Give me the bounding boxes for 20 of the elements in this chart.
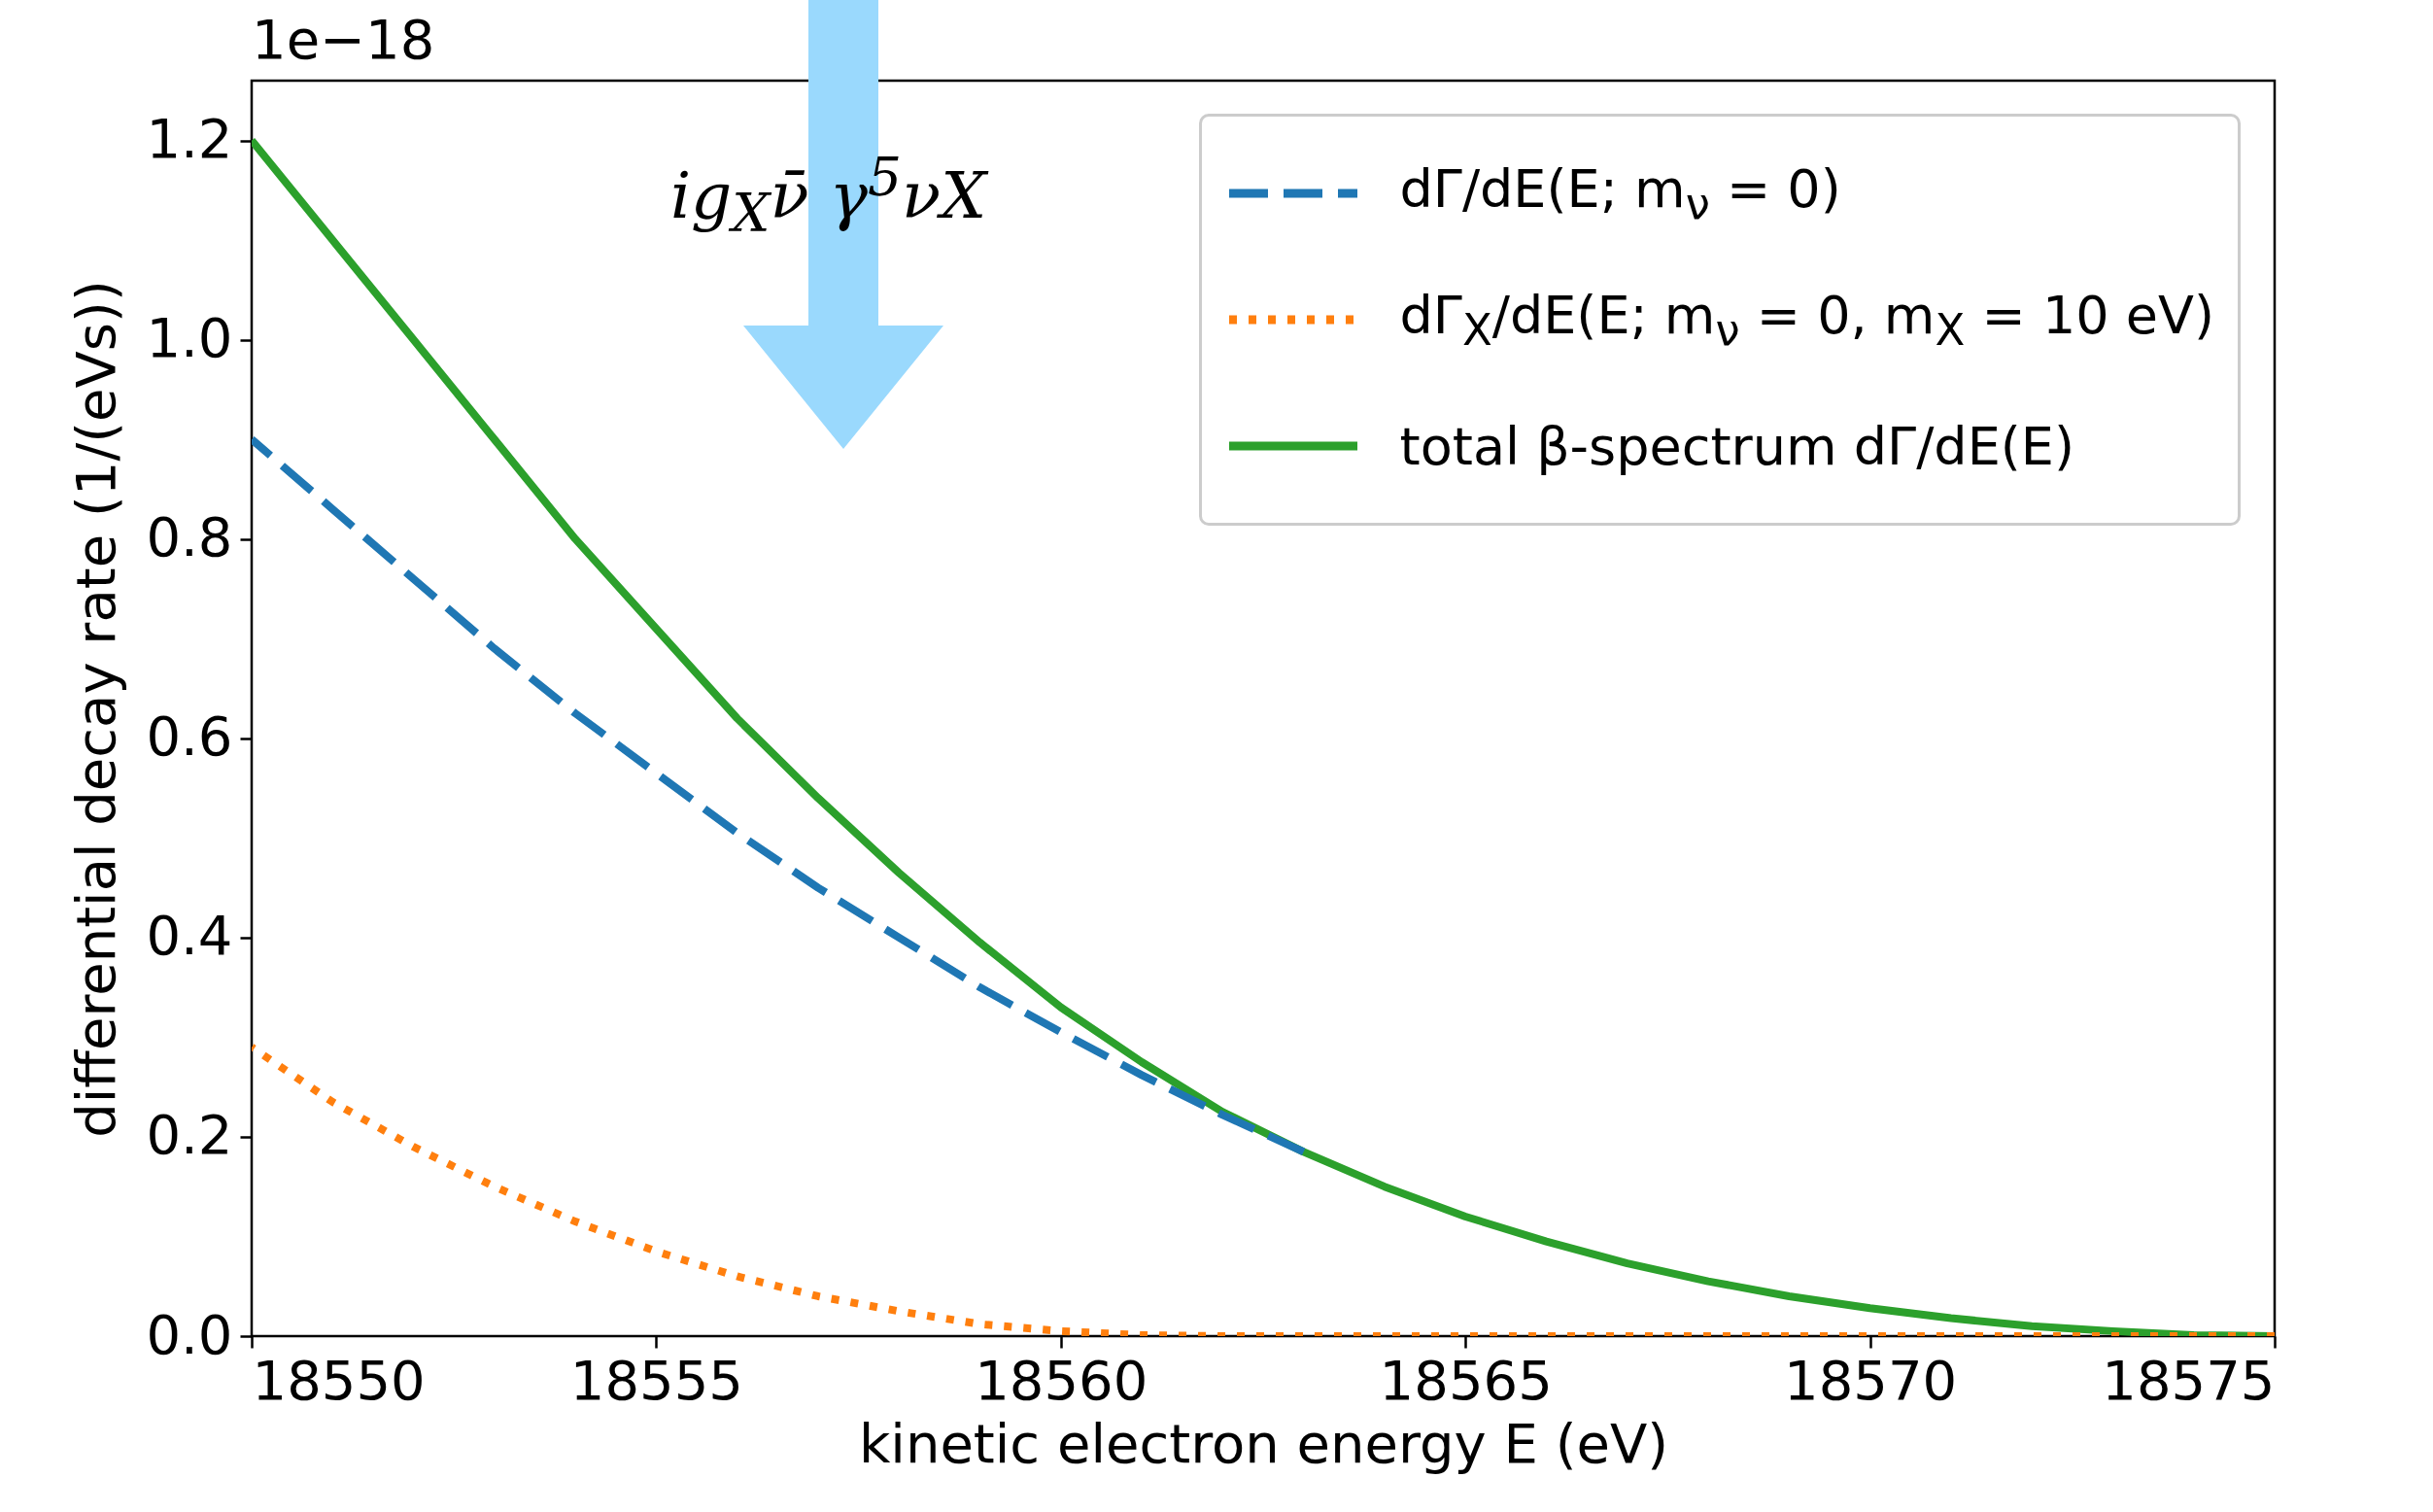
annotation: ig$_{X}$ν̄ γ$^{5}$νX xyxy=(670,146,987,245)
y-tick-label: 0.8 xyxy=(146,505,233,569)
x-tick-label: 18575 xyxy=(2102,1348,2276,1412)
x-tick-label: 18550 xyxy=(252,1348,426,1412)
legend-label: dΓ/dE(E; m$_{ν}$ = 0) xyxy=(1399,157,1841,229)
y-tick-label: 0.6 xyxy=(146,704,233,769)
x-tick-label: 18560 xyxy=(975,1348,1148,1412)
y-tick-label: 1.2 xyxy=(146,107,233,171)
x-tick-label: 18570 xyxy=(1784,1348,1958,1412)
y-tick-label: 0.4 xyxy=(146,904,233,968)
text: 1e−18 xyxy=(252,8,435,71)
x-axis-title: kinetic electron energy E (eV) xyxy=(858,1411,1669,1475)
x-tick-label: 18555 xyxy=(569,1348,743,1412)
x-tick-label: 18565 xyxy=(1379,1348,1553,1412)
y-tick-label: 0.0 xyxy=(146,1302,233,1366)
y-tick-label: 1.0 xyxy=(146,306,233,370)
y-axis-title: differential decay rate (1/(eVs)) xyxy=(64,280,128,1138)
legend-label: dΓ$_{X}$/dE(E; m$_{ν}$ = 0, m$_{X}$ = 10 eV) xyxy=(1399,284,2214,356)
legend-label: total β-spectrum dΓ/dE(E) xyxy=(1399,415,2075,477)
y-tick-label: 0.2 xyxy=(146,1103,233,1167)
